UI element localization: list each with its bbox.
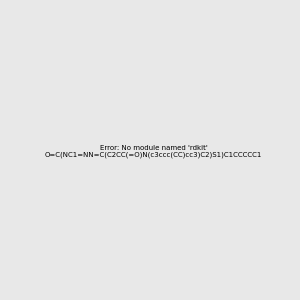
Text: Error: No module named 'rdkit'
O=C(NC1=NN=C(C2CC(=O)N(c3ccc(CC)cc3)C2)S1)C1CCCCC: Error: No module named 'rdkit' O=C(NC1=N… xyxy=(45,145,262,158)
